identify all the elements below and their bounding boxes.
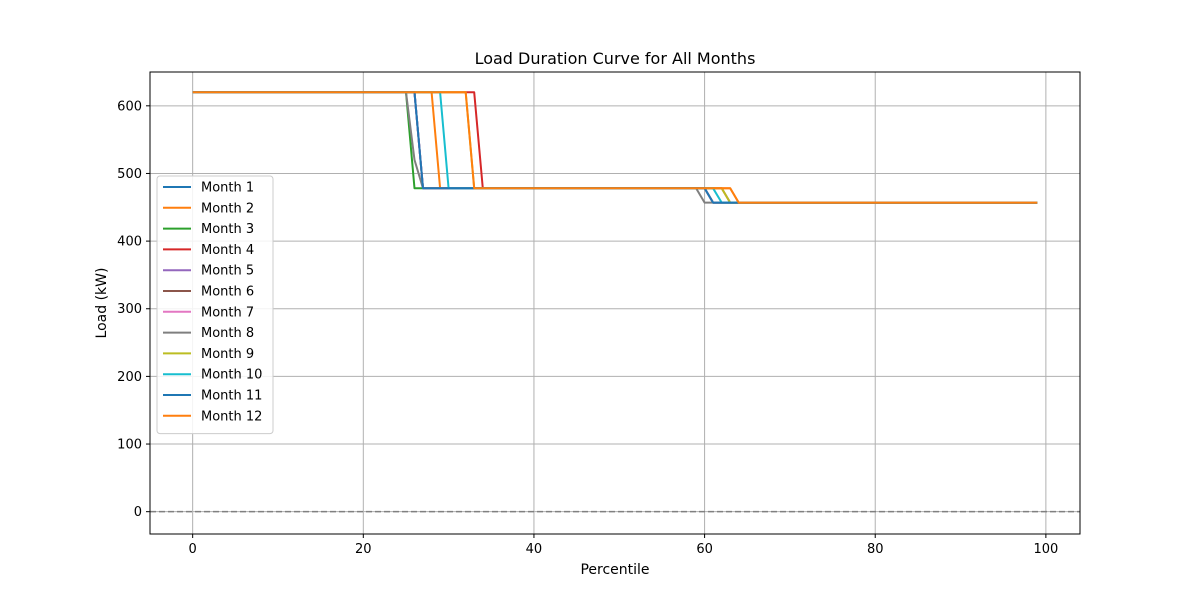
- legend-label: Month 12: [201, 409, 262, 424]
- y-tick-label: 500: [117, 167, 142, 182]
- x-axis-label: Percentile: [580, 562, 649, 578]
- x-tick-label: 40: [526, 542, 543, 557]
- legend-label: Month 7: [201, 305, 254, 320]
- series-line-month-12: [192, 91, 1038, 204]
- y-tick-label: 300: [117, 302, 142, 317]
- legend-label: Month 1: [201, 181, 254, 196]
- y-axis-label: Load (kW): [94, 268, 110, 339]
- x-tick-label: 80: [867, 542, 884, 557]
- y-tick-label: 400: [117, 235, 142, 250]
- y-tick-label: 200: [117, 370, 142, 385]
- x-tick-label: 60: [696, 542, 713, 557]
- legend-label: Month 10: [201, 368, 262, 383]
- legend: Month 1 Month 2 Month 3 Month 4 Month 5 Month…: [156, 175, 274, 435]
- y-tick-label: 600: [117, 99, 142, 114]
- legend-box: [156, 175, 274, 435]
- chart-title: Load Duration Curve for All Months: [475, 49, 756, 68]
- legend-label: Month 8: [201, 326, 254, 341]
- y-tick-label: 0: [134, 505, 142, 520]
- legend-label: Month 9: [201, 347, 254, 362]
- y-tick-label: 100: [117, 438, 142, 453]
- legend-label: Month 4: [201, 243, 254, 258]
- legend-label: Month 3: [201, 222, 254, 237]
- x-axis-ticks: 0 20 40 60 80 100: [189, 534, 1058, 557]
- x-tick-label: 100: [1033, 542, 1058, 557]
- legend-label: Month 5: [201, 264, 254, 279]
- series-lines: [192, 91, 1038, 204]
- legend-label: Month 6: [201, 285, 254, 300]
- x-tick-label: 20: [355, 542, 372, 557]
- legend-label: Month 11: [201, 389, 262, 404]
- y-axis-ticks: 0 100 200 300 400 500 600: [117, 99, 150, 520]
- x-tick-label: 0: [189, 542, 197, 557]
- legend-label: Month 2: [201, 201, 254, 216]
- plot-frame: [149, 71, 1081, 535]
